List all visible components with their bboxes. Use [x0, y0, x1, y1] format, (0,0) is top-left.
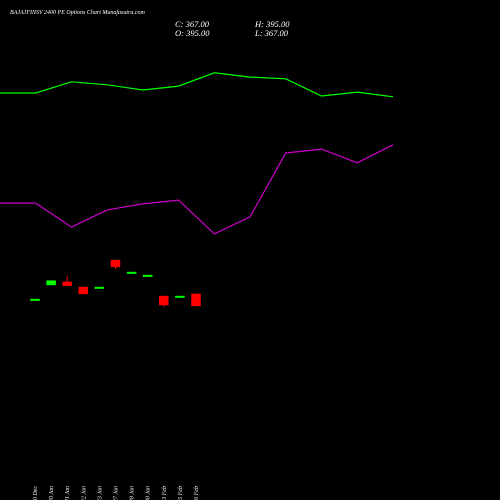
candle-body: [126, 271, 137, 274]
x-tick-label: 03 Feb: [162, 486, 168, 500]
candle-body: [110, 259, 121, 268]
candle-body: [78, 286, 89, 295]
x-tick-label: 27 Jan: [114, 486, 120, 500]
x-tick-label: 05 Feb: [178, 486, 184, 500]
candle-body: [142, 274, 153, 277]
x-tick-label: 30 Dec: [33, 486, 39, 500]
x-tick-label: 23 Jan: [97, 486, 103, 500]
x-tick-label: 20 Jan: [49, 486, 55, 500]
candle-body: [159, 295, 169, 306]
candle-body: [191, 293, 201, 307]
candle-body: [30, 298, 40, 301]
indicator-line: [0, 72, 394, 98]
candle-body: [94, 286, 105, 289]
candle-body: [175, 295, 185, 298]
x-tick-label: 22 Jan: [81, 486, 87, 500]
candle-body: [62, 281, 72, 287]
x-tick-label: 06 Feb: [194, 486, 200, 500]
open-info: O: 395.00: [175, 28, 210, 38]
close-info: C: 367.00: [175, 19, 210, 29]
indicator-line: [0, 144, 394, 235]
x-tick-label: 21 Jan: [65, 486, 71, 500]
x-tick-label: 30 Jan: [146, 486, 152, 500]
low-info: L: 367.00: [254, 28, 289, 38]
chart-title: BAJAJFINSV 2400 PE Options Chart Munafas…: [10, 9, 146, 16]
candle-body: [46, 280, 56, 286]
x-tick-label: 28 Jan: [130, 486, 136, 500]
high-info: H: 395.00: [254, 19, 290, 29]
